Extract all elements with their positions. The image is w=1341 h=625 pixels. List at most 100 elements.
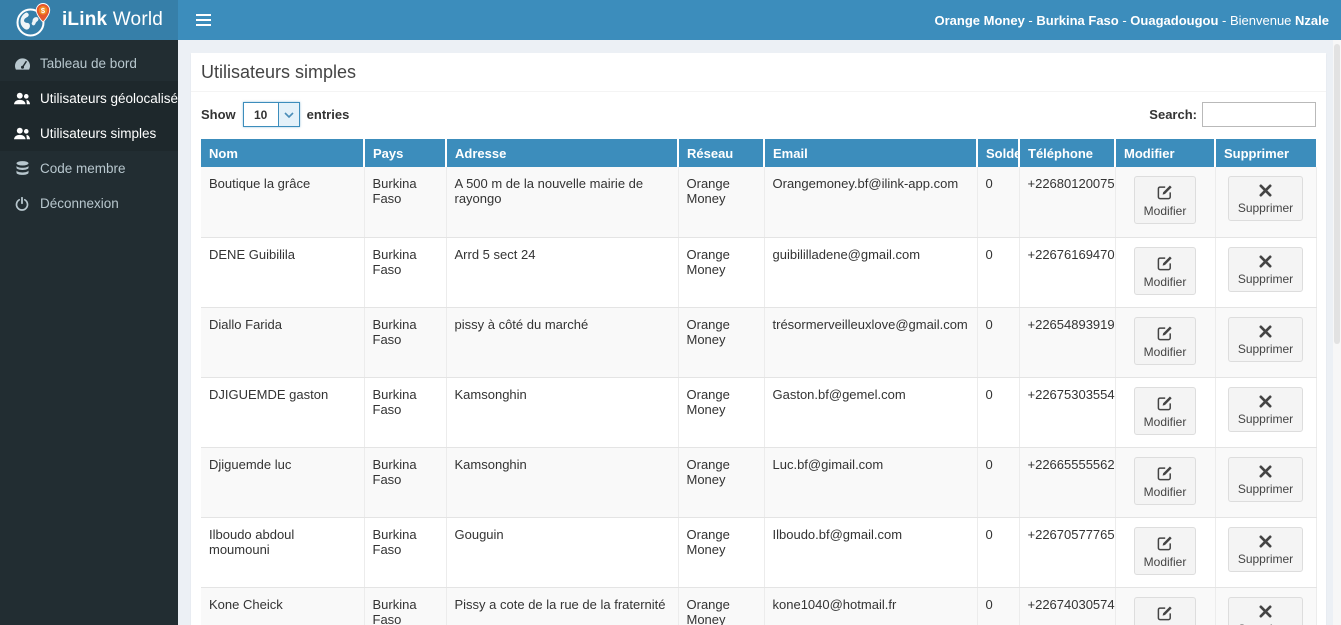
delete-icon (1259, 324, 1272, 338)
supprimer-button[interactable]: Supprimer (1227, 596, 1304, 625)
cell-solde: 0 (976, 587, 1019, 625)
modifier-button[interactable]: Modifier (1133, 176, 1197, 224)
brand-logo[interactable]: $ iLink World (0, 0, 178, 40)
modifier-button[interactable]: Modifier (1133, 386, 1197, 435)
column-header-solde[interactable]: Solde (976, 139, 1019, 167)
column-header-modifier[interactable]: Modifier (1114, 139, 1215, 167)
search-label: Search: (1149, 107, 1197, 122)
cell-modifier: Modifier (1114, 307, 1215, 378)
cell-email: Orangemoney.bf@ilink-app.com (763, 167, 977, 238)
scrollbar-track[interactable] (1333, 40, 1341, 625)
table-row: Ilboudo abdoul moumouni Burkina Faso Gougu… (201, 517, 1317, 588)
cell-email: trésormerveilleuxlove@gmail.com (763, 307, 977, 378)
delete-icon (1259, 464, 1272, 478)
cell-supprimer: Supprimer (1214, 587, 1317, 625)
modifier-button[interactable]: Modifier (1133, 526, 1197, 575)
supprimer-button[interactable]: Supprimer (1227, 246, 1304, 292)
supprimer-button[interactable]: Supprimer (1227, 316, 1304, 362)
svg-text:$: $ (41, 6, 46, 15)
modifier-button-label: Modifier (1143, 484, 1187, 499)
sidebar-item-tableau-de-bord[interactable]: Tableau de bord (0, 46, 178, 81)
column-header-reseau[interactable]: Réseau (677, 139, 764, 167)
modifier-button[interactable]: Modifier (1133, 316, 1197, 365)
cell-solde: 0 (976, 167, 1019, 238)
database-icon (14, 161, 30, 176)
cell-pays: Burkina Faso (363, 517, 446, 588)
cell-telephone: +22675303554 (1018, 377, 1115, 448)
cell-email: guibililladene@gmail.com (763, 237, 977, 308)
cell-nom: DJIGUEMDE gaston (201, 377, 364, 448)
column-header-email[interactable]: Email (763, 139, 977, 167)
supprimer-button-label: Supprimer (1237, 341, 1294, 356)
context-username: Nzale (1295, 12, 1329, 28)
search-input[interactable] (1202, 102, 1316, 127)
scrollbar-thumb[interactable] (1334, 44, 1340, 344)
modifier-button[interactable]: Modifier (1133, 596, 1197, 625)
column-header-pays[interactable]: Pays (363, 139, 446, 167)
cell-email: Gaston.bf@gemel.com (763, 377, 977, 448)
cell-modifier: Modifier (1114, 377, 1215, 448)
cell-modifier: Modifier (1114, 237, 1215, 308)
supprimer-button[interactable]: Supprimer (1227, 386, 1304, 432)
page-length-value: 10 (253, 107, 268, 122)
cell-nom: DENE Guibilila (201, 237, 364, 308)
users-panel: Utilisateurs simples Show 10 entries Sea… (191, 53, 1326, 625)
column-header-supprimer[interactable]: Supprimer (1214, 139, 1316, 167)
edit-icon (1157, 466, 1172, 480)
cell-telephone: +22654893919 (1018, 307, 1115, 378)
context-network: Orange Money (934, 12, 1025, 28)
cell-reseau: Orange Money (677, 517, 764, 588)
supprimer-button-label: Supprimer (1238, 622, 1293, 625)
supprimer-button[interactable]: Supprimer (1227, 456, 1304, 502)
chevron-down-icon (277, 103, 299, 126)
column-header-nom[interactable]: Nom (201, 139, 364, 167)
cell-nom: Ilboudo abdoul moumouni (201, 517, 364, 588)
delete-icon (1259, 254, 1272, 268)
modifier-button[interactable]: Modifier (1133, 246, 1197, 295)
sidebar-item-label: Tableau de bord (40, 56, 137, 71)
table-row: DJIGUEMDE gaston Burkina Faso Kamsonghin Or… (201, 377, 1317, 448)
cell-supprimer: Supprimer (1214, 167, 1317, 238)
modifier-button[interactable]: Modifier (1133, 456, 1197, 505)
cell-pays: Burkina Faso (363, 377, 446, 448)
page-length-select[interactable]: 10 (242, 102, 300, 127)
cell-email: kone1040@hotmail.fr (763, 587, 977, 625)
supprimer-button[interactable]: Supprimer (1227, 526, 1304, 572)
cell-reseau: Orange Money (677, 307, 764, 378)
edit-icon (1157, 396, 1172, 410)
sidebar-toggle-button[interactable] (192, 8, 215, 32)
sidebar-item-deconnexion[interactable]: Déconnexion (0, 186, 178, 221)
entries-label: entries (306, 107, 350, 122)
sidebar-item-label: Code membre (40, 161, 126, 176)
sidebar-item-utilisateurs-simples[interactable]: Utilisateurs simples (0, 116, 178, 151)
sidebar-item-code-membre[interactable]: Code membre (0, 151, 178, 186)
edit-icon (1157, 606, 1172, 620)
cell-solde: 0 (976, 377, 1019, 448)
sidebar-item-utilisateurs-geolocalises[interactable]: Utilisateurs géolocalisés (0, 81, 185, 116)
cell-reseau: Orange Money (677, 377, 764, 448)
sidebar-item-label: Utilisateurs géolocalisés (40, 91, 185, 106)
show-label: Show (201, 107, 236, 122)
search-control: Search: (1149, 102, 1316, 127)
cell-pays: Burkina Faso (363, 307, 446, 378)
edit-icon (1157, 326, 1172, 340)
power-icon (14, 196, 30, 211)
cell-supprimer: Supprimer (1214, 307, 1317, 378)
cell-supprimer: Supprimer (1214, 237, 1317, 308)
cell-adresse: Arrd 5 sect 24 (445, 237, 678, 308)
edit-icon (1157, 536, 1172, 550)
supprimer-button[interactable]: Supprimer (1227, 176, 1304, 221)
edit-icon (1157, 256, 1172, 270)
column-header-adresse[interactable]: Adresse (445, 139, 678, 167)
main-content: Utilisateurs simples Show 10 entries Sea… (178, 40, 1341, 625)
modifier-button-label: Modifier (1143, 274, 1187, 289)
column-header-telephone[interactable]: Téléphone (1018, 139, 1115, 167)
users-table: Nom Pays Adresse Réseau Email Solde Télé… (201, 139, 1317, 625)
cell-adresse: Pissy a cote de la rue de la fraternité (445, 587, 678, 625)
users-icon (14, 92, 30, 105)
cell-telephone: +22676169470 (1018, 237, 1115, 308)
cell-supprimer: Supprimer (1214, 517, 1317, 588)
cell-reseau: Orange Money (677, 167, 764, 238)
modifier-button-label: Modifier (1143, 554, 1187, 569)
cell-telephone: +22680120075 (1018, 167, 1115, 238)
